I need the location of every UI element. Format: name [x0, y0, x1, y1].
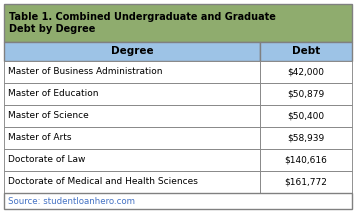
Text: Doctorate of Law: Doctorate of Law [8, 156, 85, 165]
Bar [4, 42, 260, 61]
Text: $140,616: $140,616 [284, 156, 327, 165]
Text: $58,939: $58,939 [287, 133, 325, 143]
Bar [260, 171, 352, 193]
Text: Master of Arts: Master of Arts [8, 133, 72, 143]
Text: $42,000: $42,000 [287, 67, 324, 76]
Bar [4, 127, 260, 149]
Bar [260, 105, 352, 127]
Text: Source: studentloanhero.com: Source: studentloanhero.com [8, 197, 135, 205]
Bar [4, 83, 260, 105]
Text: Degree: Degree [111, 46, 153, 57]
Text: Master of Business Administration: Master of Business Administration [8, 67, 162, 76]
Bar [4, 4, 352, 42]
Bar [4, 171, 260, 193]
Bar [260, 127, 352, 149]
Bar [260, 42, 352, 61]
Text: Master of Education: Master of Education [8, 89, 99, 98]
Text: Debt: Debt [292, 46, 320, 57]
Text: Table 1. Combined Undergraduate and Graduate
Debt by Degree: Table 1. Combined Undergraduate and Grad… [9, 12, 276, 34]
Bar [4, 105, 260, 127]
Text: $161,772: $161,772 [284, 178, 327, 186]
Text: Doctorate of Medical and Health Sciences: Doctorate of Medical and Health Sciences [8, 178, 198, 186]
Text: Master of Science: Master of Science [8, 111, 89, 121]
Text: $50,879: $50,879 [287, 89, 325, 98]
Bar [260, 83, 352, 105]
Bar [260, 61, 352, 83]
Bar [4, 61, 260, 83]
Bar [4, 193, 352, 209]
Bar [4, 149, 260, 171]
Bar [260, 149, 352, 171]
Text: $50,400: $50,400 [287, 111, 324, 121]
